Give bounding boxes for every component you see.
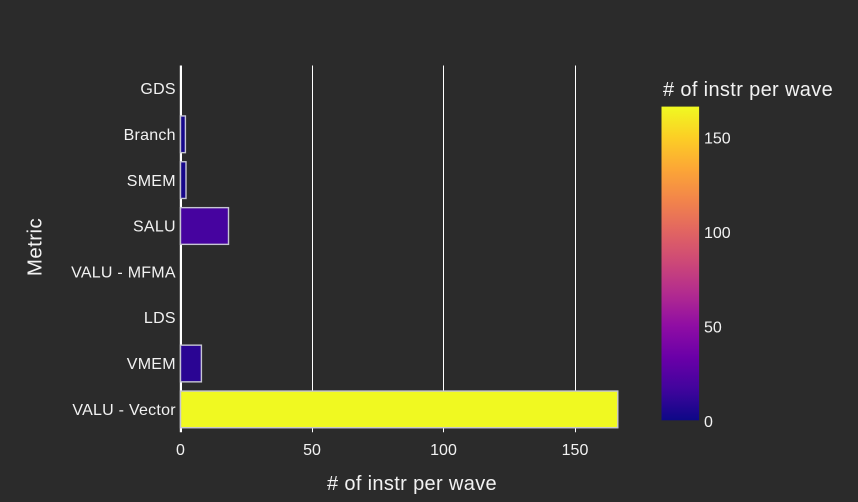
svg-text:50: 50 [303, 442, 321, 459]
svg-text:GDS: GDS [140, 81, 175, 98]
svg-text:Branch: Branch [124, 127, 176, 144]
svg-text:SALU: SALU [133, 219, 176, 236]
svg-text:VMEM: VMEM [127, 356, 176, 373]
svg-text:150: 150 [562, 442, 589, 459]
svg-text:100: 100 [704, 225, 731, 242]
svg-text:50: 50 [704, 319, 722, 336]
svg-text:VALU - MFMA: VALU - MFMA [71, 264, 176, 281]
svg-text:SMEM: SMEM [127, 173, 176, 190]
svg-text:0: 0 [176, 442, 185, 459]
svg-text:# of instr per wave: # of instr per wave [327, 473, 497, 495]
svg-text:# of instr per wave: # of instr per wave [663, 79, 833, 101]
svg-text:150: 150 [704, 130, 731, 147]
svg-text:Metric: Metric [24, 218, 47, 276]
svg-text:VALU - Vector: VALU - Vector [72, 402, 176, 419]
svg-text:LDS: LDS [144, 310, 176, 327]
svg-text:0: 0 [704, 414, 713, 431]
svg-text:100: 100 [430, 442, 457, 459]
